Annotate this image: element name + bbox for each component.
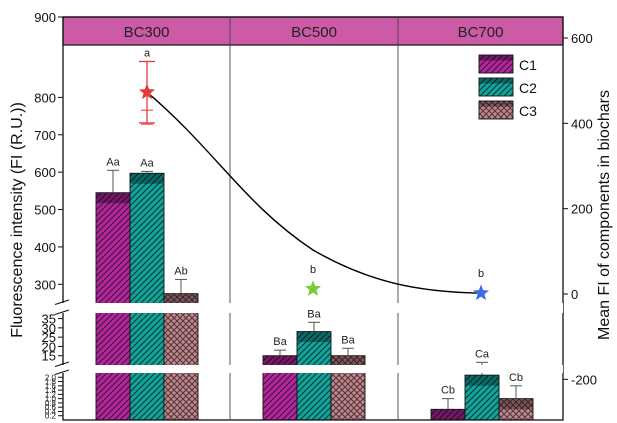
left-axis-tick-label: 900 bbox=[34, 10, 56, 25]
legend-swatch-c2 bbox=[478, 77, 514, 97]
mean-star-marker-bc700 bbox=[472, 284, 490, 301]
axis-break-mark bbox=[54, 299, 70, 305]
legend-swatch-c1 bbox=[478, 54, 514, 74]
left-axis-tick-label: 1.0 bbox=[45, 395, 57, 404]
axis-break-gap bbox=[55, 303, 563, 313]
axis-break-gap bbox=[55, 365, 563, 373]
bar-top-shade bbox=[431, 409, 465, 420]
right-axis-tick-label: 200 bbox=[571, 202, 593, 217]
right-axis-tick-label: 0 bbox=[571, 287, 578, 302]
mean-significance-label: a bbox=[144, 47, 151, 59]
left-axis-tick-label: 30 bbox=[42, 321, 56, 336]
legend-swatch-shade bbox=[479, 55, 513, 61]
plot-frame bbox=[62, 16, 564, 421]
right-axis-tick-label: -200 bbox=[571, 372, 597, 387]
bar-top-shade bbox=[263, 356, 297, 367]
significance-label-c3: Cb bbox=[509, 372, 523, 384]
group-label-bc300: BC300 bbox=[124, 24, 170, 41]
bar-top-shade bbox=[164, 294, 198, 305]
significance-label-c3: Ab bbox=[174, 265, 187, 277]
mean-significance-label: b bbox=[310, 264, 316, 276]
left-axis-tick-label: 1.8 bbox=[45, 378, 57, 387]
mean-star-marker-bc500 bbox=[304, 280, 322, 296]
left-axis-tick-label: 15 bbox=[42, 349, 56, 364]
bar-top-shade bbox=[499, 399, 533, 410]
group-label-bc500: BC500 bbox=[291, 24, 337, 41]
axis-break-mark bbox=[54, 361, 70, 367]
left-axis-tick-label: 1.6 bbox=[45, 382, 57, 391]
legend-swatch-c3 bbox=[478, 100, 514, 120]
bar-top-shade bbox=[297, 332, 331, 343]
left-axis-tick-label: 400 bbox=[34, 240, 56, 255]
axis-break-mark bbox=[54, 309, 70, 315]
right-axis-tick-label: 600 bbox=[571, 31, 593, 46]
left-axis-tick-label: 25 bbox=[42, 330, 56, 345]
legend-swatch-shade bbox=[479, 78, 513, 84]
legend-swatch-shade bbox=[479, 101, 513, 107]
left-axis-tick-label: 1.2 bbox=[45, 390, 57, 399]
mean-significance-label: b bbox=[478, 268, 484, 280]
left-axis-tick-label: 500 bbox=[34, 203, 56, 218]
bar-top-shade bbox=[130, 173, 164, 184]
legend-label-c3: C3 bbox=[519, 103, 537, 119]
right-axis-tick-label: 400 bbox=[571, 116, 593, 131]
significance-label-c2: Ca bbox=[475, 348, 490, 360]
group-header-band bbox=[62, 16, 564, 46]
bar-c2-bc500 bbox=[296, 331, 332, 421]
left-axis-tick-label: 700 bbox=[34, 128, 56, 143]
significance-label-c1: Aa bbox=[106, 156, 120, 168]
legend-label-c2: C2 bbox=[519, 80, 537, 96]
significance-label-c2: Ba bbox=[307, 308, 321, 320]
left-axis-tick-label: 35 bbox=[42, 312, 56, 327]
mean-fit-curve bbox=[146, 91, 482, 294]
left-axis-tick-label: 800 bbox=[34, 90, 56, 105]
group-label-bc700: BC700 bbox=[458, 24, 504, 41]
mean-star-marker-bc300 bbox=[138, 83, 156, 100]
left-axis-tick-label: 0.4 bbox=[45, 407, 57, 416]
axis-break-mark bbox=[54, 369, 70, 375]
left-axis-tick-label: 0.8 bbox=[45, 399, 57, 408]
left-axis-tick-label: 0.2 bbox=[45, 412, 57, 421]
left-axis-tick-label: 1.4 bbox=[45, 386, 57, 395]
significance-label-c2: Aa bbox=[140, 157, 154, 169]
legend-label-c1: C1 bbox=[519, 57, 537, 73]
bar-c3-bc300 bbox=[163, 293, 199, 421]
left-axis-tick-label: 20 bbox=[42, 339, 56, 354]
left-axis-tick-label: 0.6 bbox=[45, 403, 57, 412]
right-axis-title: Mean FI of components in biochars bbox=[596, 90, 613, 340]
bar-top-shade bbox=[96, 193, 130, 204]
bar-top-shade bbox=[465, 375, 499, 386]
bar-top-shade bbox=[331, 356, 365, 367]
significance-label-c3: Ba bbox=[341, 334, 355, 346]
left-axis-title: Fluorescence intensity (FI (R.U.)) bbox=[9, 102, 26, 338]
bar-c2-bc300 bbox=[129, 172, 165, 421]
significance-label-c1: Ba bbox=[273, 336, 287, 348]
left-axis-tick-label: 2.0 bbox=[45, 373, 57, 382]
left-axis-tick-label: 600 bbox=[34, 165, 56, 180]
significance-label-c1: Cb bbox=[441, 385, 455, 397]
left-axis-tick-label: 300 bbox=[34, 277, 56, 292]
